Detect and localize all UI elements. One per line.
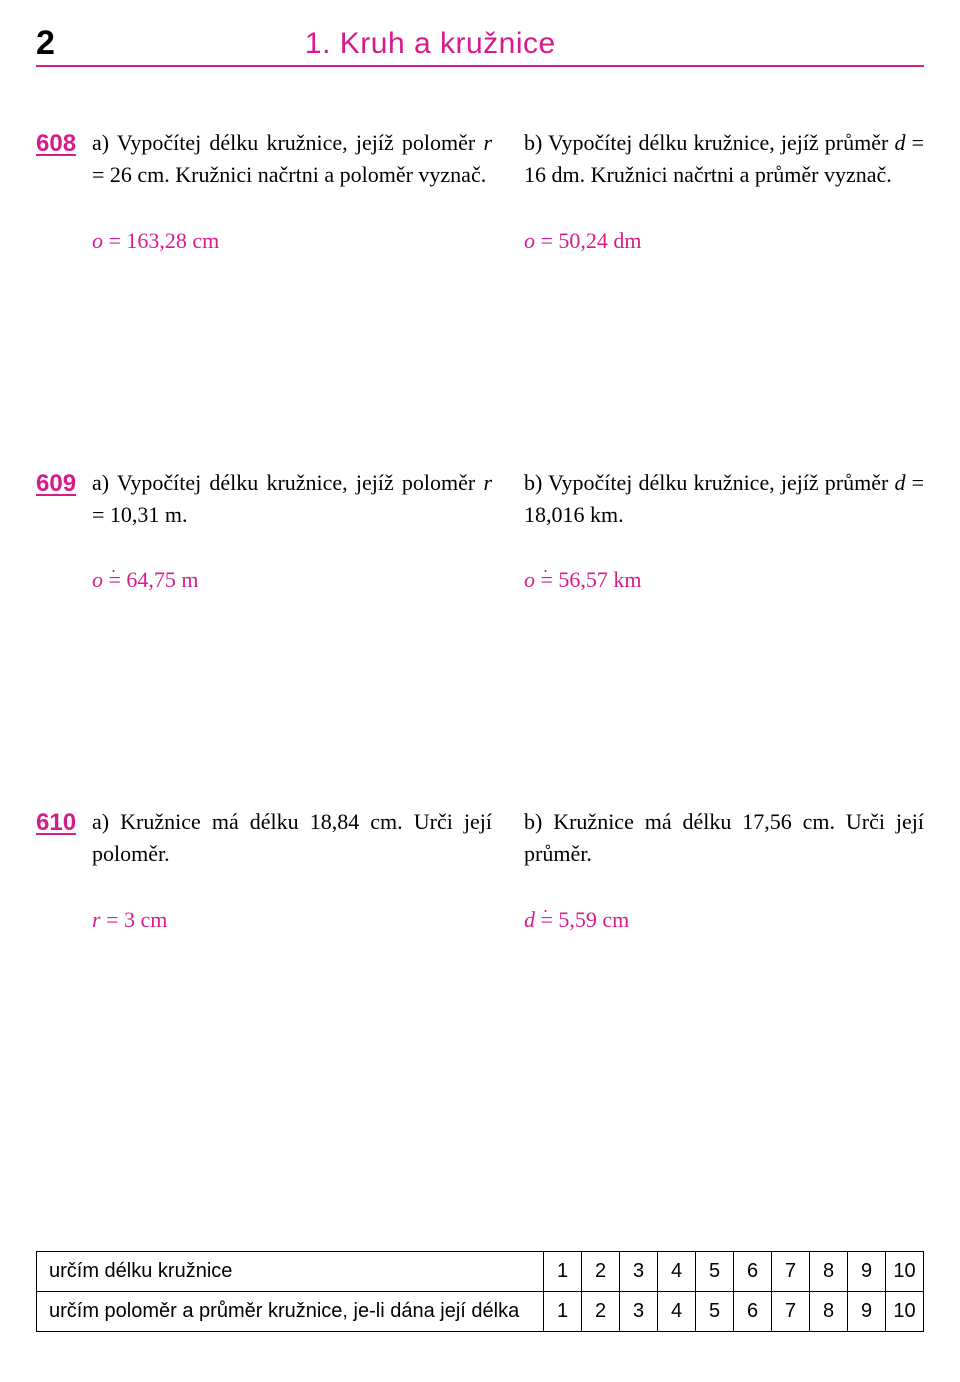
scale-cell: 2 <box>581 1292 619 1331</box>
scale-cell: 8 <box>809 1252 847 1291</box>
problem-text: a) Vypočítej délku kružnice, jejíž polom… <box>92 130 483 155</box>
variable: r <box>483 130 492 155</box>
skill-row: určím poloměr a průměr kružnice, je-li d… <box>36 1292 924 1332</box>
problem-text: a) Kružnice má délku 18,84 cm. Urči její… <box>92 809 492 866</box>
exercise: 610 a) Kružnice má délku 18,84 cm. Urči … <box>36 806 924 936</box>
answer-var: r <box>92 907 101 932</box>
scale-cell: 1 <box>543 1292 581 1331</box>
answer-op: = <box>109 228 121 253</box>
scale-cell: 2 <box>581 1252 619 1291</box>
answer: o = 163,28 cm <box>92 225 492 257</box>
answer-var: o <box>92 567 103 592</box>
chapter-title: 1. Kruh a kružnice <box>305 27 556 61</box>
exercise-number: 608 <box>36 127 92 257</box>
page-number: 2 <box>36 24 55 63</box>
answer: o 56,57 km <box>524 564 924 596</box>
answer-var: o <box>92 228 103 253</box>
scale-cell: 1 <box>543 1252 581 1291</box>
problem-text: b) Kružnice má délku 17,56 cm. Urči její… <box>524 809 924 866</box>
scale-cell: 10 <box>885 1292 923 1331</box>
content-area: 608 a) Vypočítej délku kružnice, jejíž p… <box>0 67 960 936</box>
scale-cell: 7 <box>771 1252 809 1291</box>
exercise-col-a: a) Vypočítej délku kružnice, jejíž polom… <box>92 127 492 257</box>
problem-text: a) Vypočítej délku kružnice, jejíž polom… <box>92 470 483 495</box>
answer-val: 3 cm <box>118 907 167 932</box>
scale-cell: 9 <box>847 1292 885 1331</box>
variable: r <box>483 470 492 495</box>
answer-var: d <box>524 907 535 932</box>
exercise-number: 610 <box>36 806 92 936</box>
skill-scale: 1 2 3 4 5 6 7 8 9 10 <box>543 1252 923 1291</box>
exercise-number: 609 <box>36 467 92 597</box>
problem-text: b) Vypočítej délku kružnice, jejíž průmě… <box>524 130 894 155</box>
answer-var: o <box>524 228 535 253</box>
variable: d <box>894 470 905 495</box>
answer-op: = <box>541 228 553 253</box>
exercise: 608 a) Vypočítej délku kružnice, jejíž p… <box>36 127 924 257</box>
answer-val: 50,24 dm <box>553 228 642 253</box>
answer: d 5,59 cm <box>524 904 924 936</box>
problem-text: b) Vypočítej délku kružnice, jejíž průmě… <box>524 470 894 495</box>
exercise-col-b: b) Vypočítej délku kružnice, jejíž průmě… <box>524 127 924 257</box>
answer-op: = <box>106 907 118 932</box>
scale-cell: 6 <box>733 1252 771 1291</box>
skill-label: určím poloměr a průměr kružnice, je-li d… <box>37 1292 543 1331</box>
scale-cell: 8 <box>809 1292 847 1331</box>
page-header: 2 1. Kruh a kružnice <box>36 0 924 67</box>
exercise: 609 a) Vypočítej délku kružnice, jejíž p… <box>36 467 924 597</box>
problem-text: = 10,31 m. <box>92 502 188 527</box>
scale-cell: 10 <box>885 1252 923 1291</box>
scale-cell: 5 <box>695 1252 733 1291</box>
skill-table: určím délku kružnice 1 2 3 4 5 6 7 8 9 1… <box>36 1251 924 1332</box>
scale-cell: 4 <box>657 1252 695 1291</box>
variable: d <box>894 130 905 155</box>
exercise-col-a: a) Kružnice má délku 18,84 cm. Urči její… <box>92 806 492 936</box>
answer-val: 56,57 km <box>553 567 642 592</box>
scale-cell: 6 <box>733 1292 771 1331</box>
answer-var: o <box>524 567 535 592</box>
exercise-col-b: b) Vypočítej délku kružnice, jejíž průmě… <box>524 467 924 597</box>
answer-val: 163,28 cm <box>121 228 219 253</box>
answer: r = 3 cm <box>92 904 492 936</box>
scale-cell: 3 <box>619 1252 657 1291</box>
scale-cell: 7 <box>771 1292 809 1331</box>
skill-row: určím délku kružnice 1 2 3 4 5 6 7 8 9 1… <box>36 1251 924 1292</box>
skill-label: určím délku kružnice <box>37 1252 543 1291</box>
answer: o 64,75 m <box>92 564 492 596</box>
problem-text: = 26 cm. Kružnici načrtni a poloměr vyzn… <box>92 162 486 187</box>
scale-cell: 9 <box>847 1252 885 1291</box>
answer: o = 50,24 dm <box>524 225 924 257</box>
skill-scale: 1 2 3 4 5 6 7 8 9 10 <box>543 1292 923 1331</box>
answer-val: 5,59 cm <box>553 907 629 932</box>
exercise-col-b: b) Kružnice má délku 17,56 cm. Urči její… <box>524 806 924 936</box>
exercise-col-a: a) Vypočítej délku kružnice, jejíž polom… <box>92 467 492 597</box>
answer-val: 64,75 m <box>121 567 199 592</box>
scale-cell: 4 <box>657 1292 695 1331</box>
scale-cell: 3 <box>619 1292 657 1331</box>
scale-cell: 5 <box>695 1292 733 1331</box>
